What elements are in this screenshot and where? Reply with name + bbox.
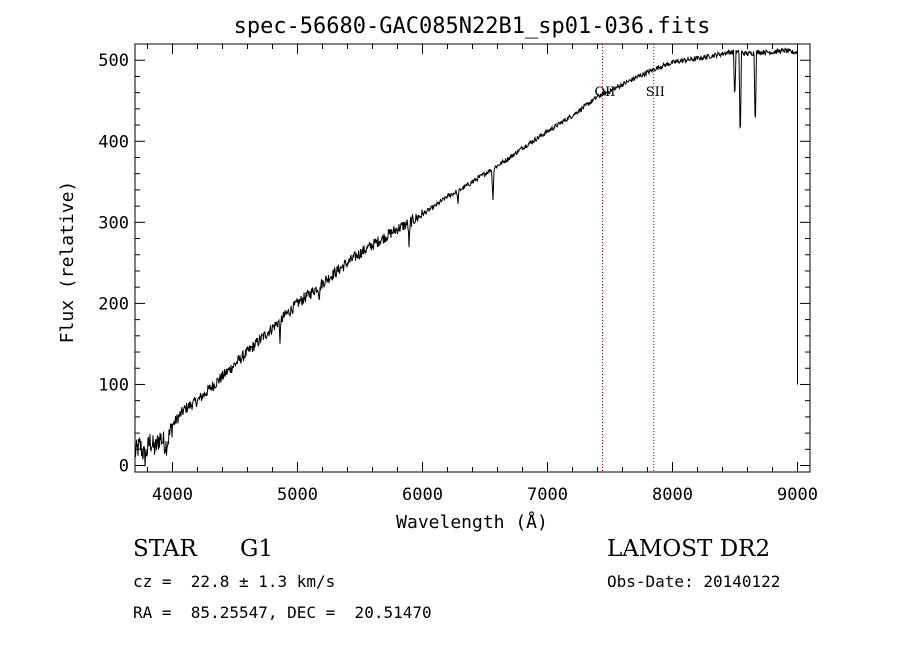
reference-line-label: SII xyxy=(646,85,665,100)
x-tick-label: 7000 xyxy=(527,485,568,505)
coordinates-info: RA = 85.25547, DEC = 20.51470 xyxy=(133,603,432,622)
x-tick-label: 5000 xyxy=(277,485,318,505)
spectrum-line xyxy=(134,47,798,467)
y-tick-label: 400 xyxy=(98,132,129,152)
y-tick-label: 500 xyxy=(98,51,129,71)
x-tick-label: 6000 xyxy=(402,485,443,505)
y-tick-label: 0 xyxy=(119,457,129,477)
x-axis-label: Wavelength (Å) xyxy=(396,511,548,533)
x-tick-label: 9000 xyxy=(777,485,818,505)
y-axis: 0 100 200 300 400 500 xyxy=(98,43,810,477)
y-axis-label: Flux (relative) xyxy=(57,181,78,344)
y-tick-label: 200 xyxy=(98,294,129,314)
observation-date: Obs-Date: 20140122 xyxy=(607,572,781,591)
plot-frame xyxy=(134,43,811,473)
chart-title: spec-56680-GAC085N22B1_sp01-036.fits xyxy=(234,14,711,39)
reference-lines: OII SII xyxy=(595,44,665,472)
survey-name: LAMOST DR2 xyxy=(607,536,771,562)
x-axis: 4000 5000 6000 7000 8000 9000 xyxy=(147,44,818,505)
y-tick-label: 100 xyxy=(98,375,129,395)
redshift-info: cz = 22.8 ± 1.3 km/s xyxy=(133,572,336,591)
y-tick-label: 300 xyxy=(98,213,129,233)
x-tick-label: 4000 xyxy=(152,485,193,505)
object-class: STAR xyxy=(133,536,197,562)
x-tick-label: 8000 xyxy=(652,485,693,505)
object-subclass: G1 xyxy=(240,536,274,562)
